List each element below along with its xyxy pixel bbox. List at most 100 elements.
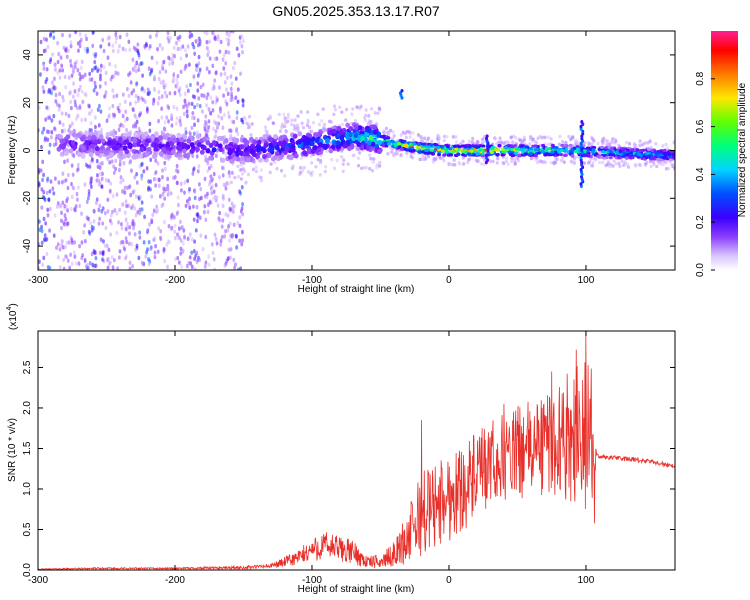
spectrogram-cell [86,135,92,141]
spectrogram-cell [503,140,507,145]
spectrogram-cell [158,194,162,199]
spectrogram-cell [442,138,446,143]
spectrogram-cell [163,196,167,201]
spectrogram-cell [232,119,236,125]
spectrogram-cell [77,151,82,158]
spectrogram-cell [173,90,177,96]
spectrogram-cell [157,76,161,82]
spectrogram-cell [430,148,435,152]
spectrogram-cell [221,218,225,223]
spectrogram-cell [306,170,311,174]
spectrogram-cell [172,45,176,51]
spectrogram-cell [244,181,248,185]
spectrogram-cell [616,155,621,159]
spectrogram-cell [323,169,327,174]
spectrogram-cell [227,38,231,43]
spectrogram-cell [239,163,243,167]
spectrogram-cell [608,152,613,157]
spectrogram-cell [40,224,43,230]
spectrogram-cell [228,221,232,226]
spectrogram-cell [340,110,344,114]
spectrogram-cell [353,133,359,139]
spectrogram-cell [316,147,322,153]
spectrogram-cell [335,140,341,146]
spectrogram-cell [205,103,208,108]
snr-panel: -300 -200 -100 0 100 0.00.51.01.52.02.5 Heig… [6,303,676,595]
spectrogram-cell [439,144,444,149]
spectrogram-cell [391,130,395,134]
spectrogram-cell [232,257,236,263]
spectrogram-cell [138,153,144,159]
spectrogram-cell [132,226,135,231]
spectrogram-cell [69,206,73,212]
spectrogram-cell [189,82,192,88]
spectrogram-cell [215,241,219,246]
spectrogram-cell [165,115,169,120]
spectrogram-cell [131,264,134,269]
spectrogram-cell [218,217,222,223]
spectrogram-cell [160,175,164,180]
spectrogram-cell [211,140,217,146]
spectrogram-cell [111,48,115,54]
spectrogram-cell [201,109,204,114]
spectrogram-cell [73,89,77,94]
colorbar-ticks: 0.00.20.40.60.8 [695,71,715,277]
spectrogram-cell [149,157,153,163]
spectrogram-cell [411,138,416,142]
spectrogram-cell [108,188,112,194]
spectrogram-cell [181,241,185,246]
spectrogram-cell [131,222,135,227]
spectrogram-cell [224,49,228,55]
spectrogram-cell [224,151,228,157]
spectrogram-cell [537,151,542,155]
spectrogram-cell [360,135,366,142]
spectrogram-cell [569,149,574,153]
spectrogram-cell [179,238,183,243]
spectrogram-cell [173,229,177,234]
spectrogram-cell [240,206,244,211]
spectrogram-cell [176,132,182,138]
spectrogram-cell [209,174,213,179]
spectrogram-cell [172,175,175,181]
spectrogram-cell [451,150,456,154]
spectrogram-cell [155,33,158,38]
spectrogram-cell [75,191,79,197]
spectrogram-cell [70,237,74,243]
spectrogram-cell [84,93,88,98]
spectrogram-cell [134,247,137,253]
spectrogram-cell [520,144,525,148]
spectrogram-cell [232,222,236,227]
spectrogram-cell [560,139,565,144]
spectrogram-cell [118,249,122,254]
spectrogram-cell [139,111,143,116]
spectrogram-cell [332,166,337,171]
spectrogram-cell [69,99,73,105]
spectrogram-cell [514,151,519,155]
spectrogram-cell [123,210,127,215]
spectrogram-cell [422,136,427,141]
spectrogram-cell [46,44,50,50]
spectrogram-cell [224,212,228,217]
spectrogram-cell [203,264,207,269]
spectrogram-cell [87,103,90,108]
spectrogram-cell [157,95,161,101]
spectrogram-cell [438,156,443,160]
spectrogram-cell [442,158,446,163]
spectrogram-cell [148,128,152,134]
spectrogram-cell [222,93,226,98]
spectrogram-cell [209,110,212,116]
spectrogram-cell [136,42,140,47]
spectrogram-cell [110,74,114,80]
spectrogram-cell [93,80,97,86]
spectrogram-cell [190,237,194,242]
spectrogram-cell [504,146,509,150]
spectrogram-cell [121,202,125,207]
spectrogram-cell [275,166,279,171]
spectrogram-cell [179,122,183,127]
spectrogram-cell [158,69,162,75]
colorbar-tick-label: 0.6 [695,119,706,133]
spectrogram-cell [302,150,307,156]
spectrogram-cell [109,131,115,137]
spectrogram-cell [115,192,119,197]
spectrogram-x-tick-label: 0 [446,275,452,286]
